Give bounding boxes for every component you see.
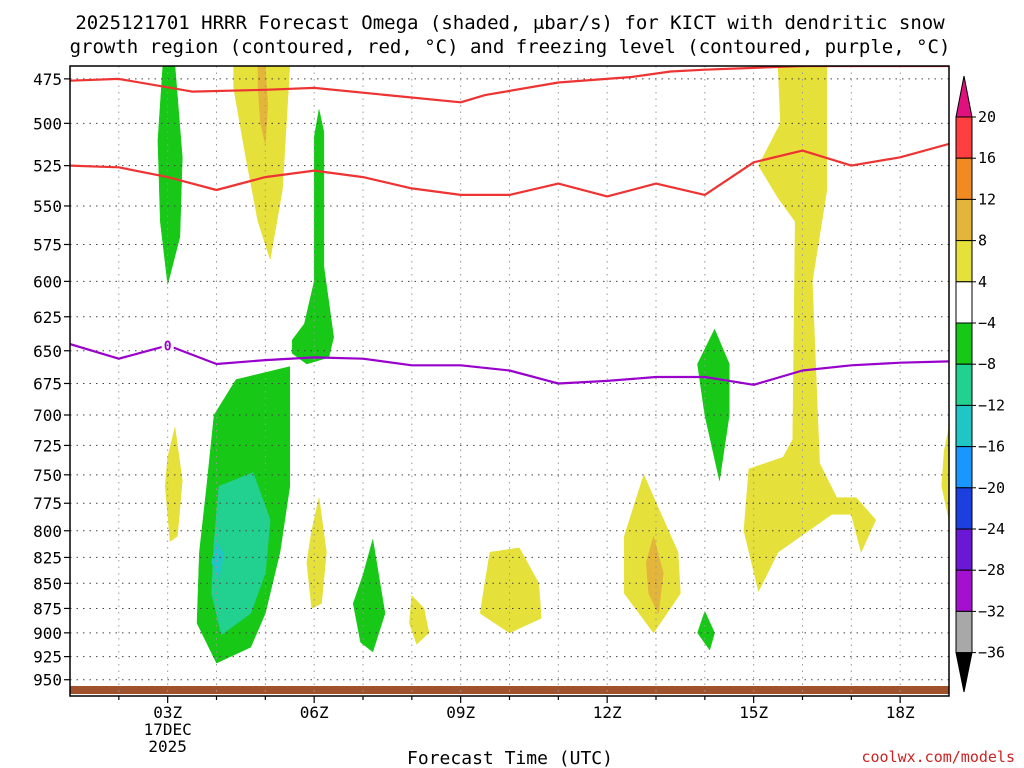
y-axis-pressure: 475 500 525 550 575 600 625 650 675 700 725 750 775 8… bbox=[33, 70, 70, 690]
freezing-level-label-bg bbox=[161, 337, 174, 353]
colorbar-label-4: 4 bbox=[978, 273, 987, 291]
y-tick-label-700: 700 bbox=[33, 406, 62, 425]
colorbar-label-8: −16 bbox=[978, 438, 1005, 456]
colorbar-swatch-10 bbox=[955, 528, 973, 571]
y-tick-label-625: 625 bbox=[33, 308, 62, 327]
colorbar-label-12: −32 bbox=[978, 602, 1005, 620]
colorbar-label-2: 12 bbox=[978, 190, 996, 208]
y-tick-label-750: 750 bbox=[33, 466, 62, 485]
y-tick-label-950: 950 bbox=[33, 671, 62, 690]
freezing-level-label: 0 bbox=[164, 339, 172, 354]
dgz-upper-contour bbox=[70, 66, 949, 104]
colorbar-label-13: −36 bbox=[978, 644, 1005, 662]
omega-pos4-a bbox=[233, 66, 291, 260]
y-tick-label-725: 725 bbox=[33, 436, 62, 455]
x-tick-label-12Z: 12Z bbox=[593, 703, 622, 722]
omega-pos4-h bbox=[941, 427, 949, 520]
omega-pos4-g bbox=[743, 66, 877, 593]
colorbar-label-7: −12 bbox=[978, 396, 1005, 414]
chart-grid bbox=[70, 66, 949, 696]
y-tick-label-800: 800 bbox=[33, 522, 62, 541]
omega-pos8-b bbox=[645, 535, 664, 615]
chart-title-line-1: 2025121701 HRRR Forecast Omega (shaded, … bbox=[75, 12, 945, 34]
colorbar-swatch-4 bbox=[955, 281, 973, 324]
x-tick-label-15Z: 15Z bbox=[739, 703, 768, 722]
colorbar-swatch-12 bbox=[955, 610, 973, 654]
x-tick-label-03Z: 03Z bbox=[153, 703, 182, 722]
omega-neg12-a bbox=[211, 540, 225, 579]
x-tick-label-18Z: 18Z bbox=[886, 703, 915, 722]
x-tick-year-label: 2025 bbox=[148, 737, 187, 756]
colorbar-bottom-extend bbox=[955, 652, 973, 693]
y-tick-label-500: 500 bbox=[33, 114, 62, 133]
y-tick-label-550: 550 bbox=[33, 197, 62, 216]
x-tick-label-06Z: 06Z bbox=[300, 703, 329, 722]
freezing-level-contour bbox=[70, 343, 949, 386]
y-tick-label-775: 775 bbox=[33, 494, 62, 513]
omega-pos4-c bbox=[306, 497, 327, 609]
colorbar-swatch-8 bbox=[955, 446, 973, 489]
omega-neg4-d bbox=[352, 539, 386, 653]
omega-shaded-regions bbox=[157, 66, 949, 664]
omega-neg4-a bbox=[157, 66, 183, 285]
colorbar-swatch-7 bbox=[955, 404, 973, 448]
x-axis-label: Forecast Time (UTC) bbox=[407, 748, 613, 768]
y-tick-label-825: 825 bbox=[33, 548, 62, 567]
omega-pos4-d bbox=[409, 594, 430, 645]
y-tick-label-875: 875 bbox=[33, 599, 62, 618]
omega-pos4-e bbox=[479, 547, 542, 634]
omega-neg4-b bbox=[291, 109, 334, 365]
y-tick-label-525: 525 bbox=[33, 157, 62, 176]
colorbar-swatch-5 bbox=[955, 322, 973, 365]
colorbar-label-9: −20 bbox=[978, 479, 1005, 497]
chart-title-line-2: growth region (contoured, red, °C) and f… bbox=[70, 36, 951, 58]
y-tick-label-925: 925 bbox=[33, 648, 62, 667]
credit-text: coolwx.com/models bbox=[861, 748, 1015, 766]
y-tick-label-600: 600 bbox=[33, 272, 62, 291]
y-tick-label-475: 475 bbox=[33, 70, 62, 89]
colorbar-top-extend bbox=[955, 75, 973, 118]
y-tick-label-850: 850 bbox=[33, 574, 62, 593]
colorbar-label-11: −28 bbox=[978, 561, 1005, 579]
omega-neg4-e bbox=[697, 328, 730, 481]
y-tick-label-900: 900 bbox=[33, 624, 62, 643]
colorbar-swatch-6 bbox=[955, 363, 973, 406]
colorbar-swatch-0 bbox=[955, 116, 973, 159]
colorbar-label-1: 16 bbox=[978, 149, 996, 167]
omega-pos8-a bbox=[257, 66, 269, 144]
colorbar-label-0: 20 bbox=[978, 108, 996, 126]
contour-lines: 0 bbox=[70, 66, 949, 386]
dgz-lower-contour bbox=[70, 142, 949, 198]
x-tick-date-label: 17DEC bbox=[144, 720, 192, 739]
x-tick-label-09Z: 09Z bbox=[446, 703, 475, 722]
y-tick-label-650: 650 bbox=[33, 342, 62, 361]
colorbar-swatch-3 bbox=[955, 240, 973, 283]
colorbar-swatch-9 bbox=[955, 487, 973, 530]
colorbar-label-6: −8 bbox=[978, 355, 996, 373]
omega-pos4-b bbox=[164, 427, 183, 542]
colorbar-swatch-11 bbox=[955, 569, 973, 612]
omega-neg4-f bbox=[697, 610, 715, 651]
colorbar-swatch-2 bbox=[955, 198, 973, 242]
y-tick-label-575: 575 bbox=[33, 235, 62, 254]
colorbar-label-10: −24 bbox=[978, 520, 1005, 538]
colorbar-label-3: 8 bbox=[978, 232, 987, 250]
colorbar-label-5: −4 bbox=[978, 314, 996, 332]
colorbar-legend: 20 16 12 8 4 −4 −8 −12 −16 −20 −24 −28 −32 −36 bbox=[955, 75, 1005, 693]
colorbar-swatch-1 bbox=[955, 157, 973, 200]
y-tick-label-675: 675 bbox=[33, 374, 62, 393]
